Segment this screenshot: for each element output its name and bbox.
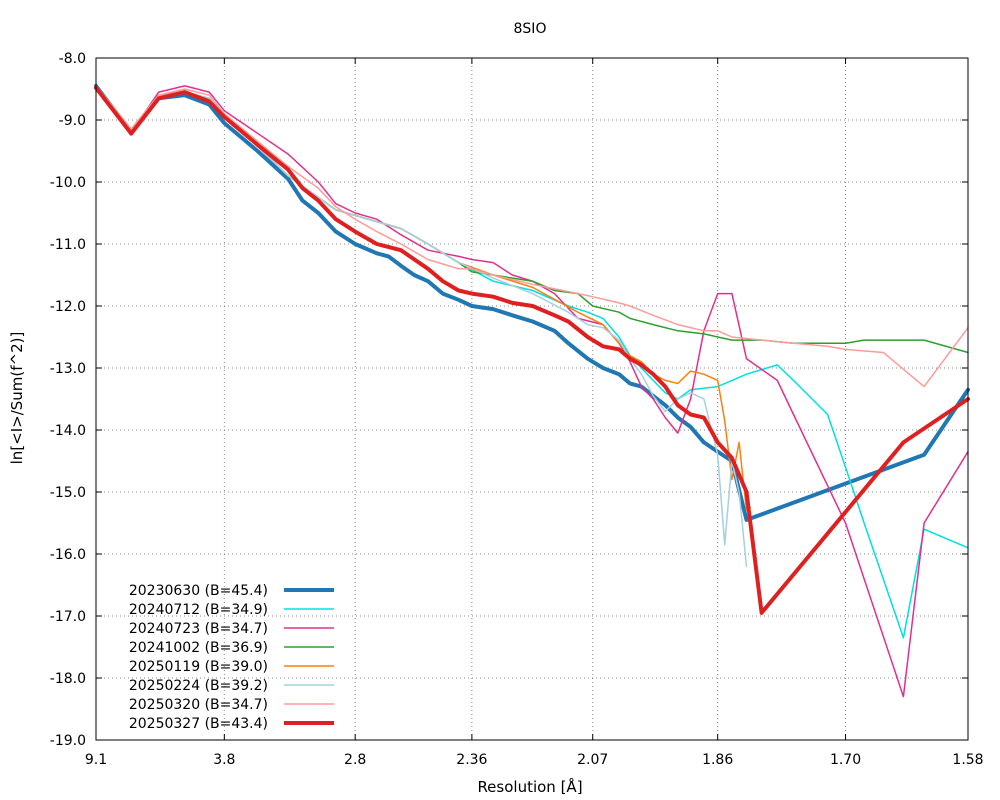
x-tick-label: 1.70 [830,752,861,768]
y-tick-label: -11.0 [50,237,86,253]
x-tick-label: 1.58 [952,752,983,768]
series-line-2 [95,85,969,639]
series-line-5 [95,85,751,512]
series-line-7 [95,85,969,388]
legend-label: 20241002 (B=36.9) [129,640,268,656]
y-tick-label: -13.0 [50,361,86,377]
series-line-1 [94,83,970,522]
x-axis: 9.1 3.8 2.8 2.36 2.07 1.86 1.70 1.58 [85,58,984,768]
legend-label: 20250320 (B=34.7) [129,697,268,713]
x-tick-label: 2.36 [456,752,487,768]
legend: 20230630 (B=45.4) 20240712 (B=34.9) 202407… [129,583,334,732]
plot-area [94,83,970,698]
legend-label: 20240712 (B=34.9) [129,602,268,618]
x-axis-label: Resolution [Å] [477,777,582,796]
y-axis-label: ln[<I>/Sum(f^2)] [8,332,26,465]
y-tick-label: -12.0 [50,299,86,315]
legend-label: 20250119 (B=39.0) [129,659,268,675]
y-tick-label: -9.0 [59,113,86,129]
x-tick-label: 9.1 [85,752,107,768]
legend-label: 20250327 (B=43.4) [129,716,268,732]
chart-title: 8SIO [514,21,547,37]
legend-label: 20240723 (B=34.7) [129,621,268,637]
series-line-8 [94,85,970,615]
y-tick-label: -10.0 [50,175,86,191]
grid [95,57,969,741]
legend-label: 20230630 (B=45.4) [129,583,268,599]
y-tick-label: -14.0 [50,423,86,439]
y-tick-label: -15.0 [50,485,86,501]
x-tick-label: 2.8 [344,752,366,768]
y-tick-label: -16.0 [50,547,86,563]
y-tick-label: -19.0 [50,733,86,749]
y-tick-label: -18.0 [50,671,86,687]
legend-label: 20250224 (B=39.2) [129,678,268,694]
y-tick-label: -8.0 [59,51,86,67]
y-tick-label: -17.0 [50,609,86,625]
plot-frame [95,57,969,741]
x-tick-label: 3.8 [213,752,235,768]
series-line-6 [95,85,748,568]
x-tick-label: 1.86 [702,752,733,768]
y-axis: -8.0 -9.0 -10.0 -11.0 -12.0 -13.0 -14.0 -15.0 -1… [50,51,968,749]
x-tick-label: 2.07 [577,752,608,768]
